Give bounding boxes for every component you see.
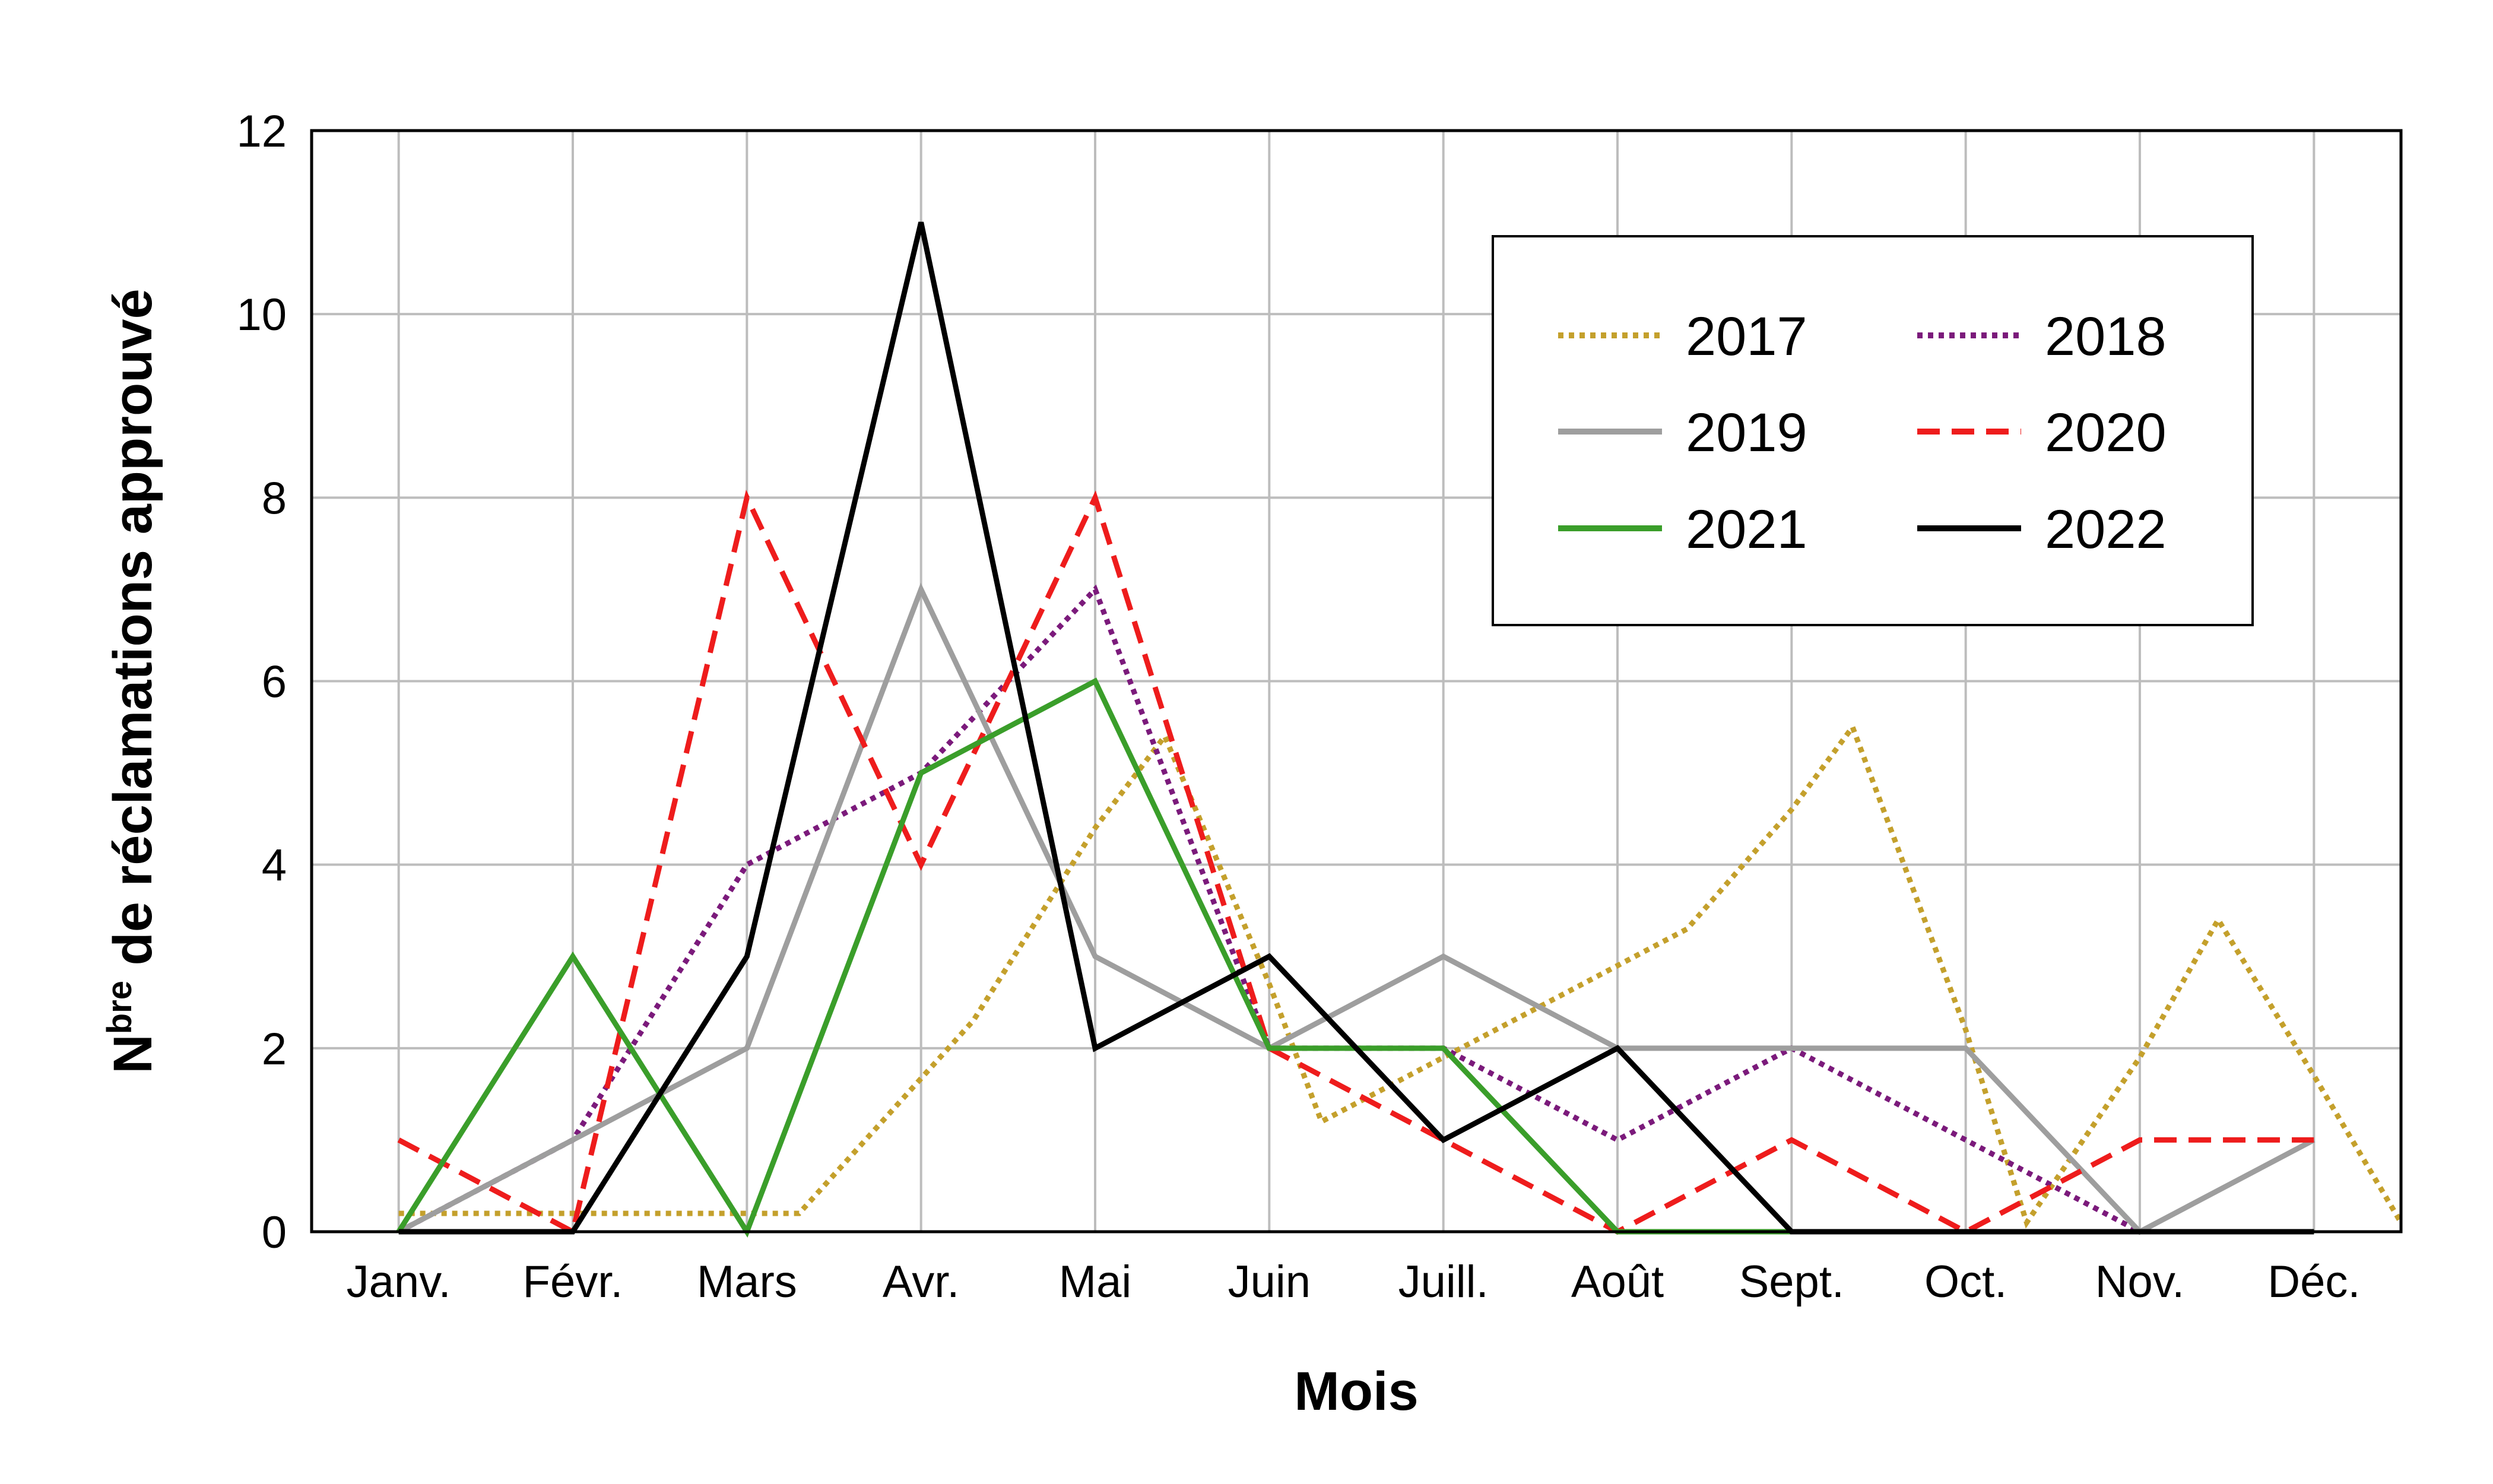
legend-label-2020: 2020 xyxy=(2045,402,2167,463)
x-tick-label: Août xyxy=(1571,1257,1664,1307)
x-tick-label: Janv. xyxy=(347,1257,451,1307)
legend-label-2021: 2021 xyxy=(1686,499,1807,560)
legend-label-2019: 2019 xyxy=(1686,402,1807,463)
x-tick-label: Nov. xyxy=(2095,1257,2185,1307)
series-line-2019 xyxy=(397,582,2316,1235)
y-tick-label: 0 xyxy=(262,1207,287,1258)
y-tick-label: 4 xyxy=(262,841,287,891)
y-axis-title-prefix: N xyxy=(103,1034,163,1073)
y-axis-title-suffix: de réclamations approuvé xyxy=(103,288,163,981)
plot-frame xyxy=(310,129,2403,1234)
y-tick-label: 8 xyxy=(262,473,287,524)
x-tick-label: Avr. xyxy=(883,1257,960,1307)
x-axis-title: Mois xyxy=(1294,1361,1419,1422)
legend: 2017 2018 2019 2020 2021 2022 xyxy=(1492,235,2254,626)
x-tick-label: Mai xyxy=(1059,1257,1131,1307)
x-axis-ticks: Janv. Févr. Mars Avr. Mai Juin Juill. Août Sept.… xyxy=(347,1257,2361,1307)
y-tick-label: 2 xyxy=(262,1024,287,1074)
y-axis-title: Nbre de réclamations approuvé xyxy=(100,288,163,1073)
legend-label-2017: 2017 xyxy=(1686,306,1807,367)
x-tick-label: Oct. xyxy=(1924,1257,2007,1307)
x-tick-label: Déc. xyxy=(2267,1257,2360,1307)
y-tick-label: 12 xyxy=(236,106,287,157)
series-line-2017 xyxy=(398,721,2403,1229)
y-tick-label: 6 xyxy=(262,657,287,708)
x-tick-label: Sept. xyxy=(1739,1257,1844,1307)
legend-label-2018: 2018 xyxy=(2045,306,2167,367)
y-axis-ticks: 0 2 4 6 8 10 12 xyxy=(236,106,287,1258)
series-line-2018 xyxy=(397,584,2142,1234)
x-tick-label: Juin xyxy=(1228,1257,1311,1307)
x-tick-label: Févr. xyxy=(523,1257,623,1307)
y-axis-title-superscript: bre xyxy=(100,981,139,1034)
x-tick-label: Juill. xyxy=(1398,1257,1489,1307)
y-tick-label: 10 xyxy=(236,290,287,340)
legend-label-2022: 2022 xyxy=(2045,499,2167,560)
x-tick-label: Mars xyxy=(697,1257,797,1307)
